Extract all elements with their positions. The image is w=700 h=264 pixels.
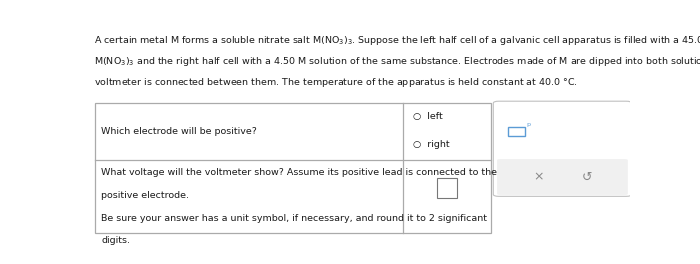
Text: ○  left: ○ left — [413, 112, 442, 121]
Text: voltmeter is connected between them. The temperature of the apparatus is held co: voltmeter is connected between them. The… — [94, 76, 578, 89]
Text: p: p — [526, 122, 531, 127]
Text: positive electrode.: positive electrode. — [101, 191, 189, 200]
FancyBboxPatch shape — [494, 101, 631, 196]
Text: ○  right: ○ right — [413, 140, 449, 149]
Text: A certain metal M forms a soluble nitrate salt M$\mathsf{(NO_3)_3}$. Suppose the: A certain metal M forms a soluble nitrat… — [94, 34, 700, 47]
Bar — [437, 178, 457, 198]
Text: digits.: digits. — [101, 236, 130, 245]
Text: Be sure your answer has a unit symbol, if necessary, and round it to 2 significa: Be sure your answer has a unit symbol, i… — [101, 214, 487, 223]
Text: M$\mathsf{(NO_3)_3}$ and the right half cell with a 4.50 M solution of the same : M$\mathsf{(NO_3)_3}$ and the right half … — [94, 55, 700, 68]
Text: ↺: ↺ — [582, 171, 592, 183]
Text: ×: × — [533, 171, 543, 183]
FancyBboxPatch shape — [497, 159, 628, 195]
Bar — [94, 103, 491, 233]
Bar — [508, 127, 525, 136]
Text: What voltage will the voltmeter show? Assume its positive lead is connected to t: What voltage will the voltmeter show? As… — [101, 168, 497, 177]
Text: Which electrode will be positive?: Which electrode will be positive? — [101, 127, 257, 136]
